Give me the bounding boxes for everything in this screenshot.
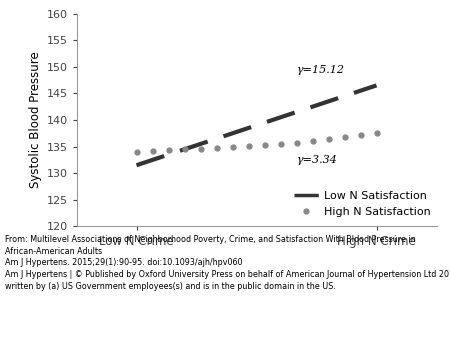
Legend: Low N Satisfaction, High N Satisfaction: Low N Satisfaction, High N Satisfaction xyxy=(294,191,431,217)
Text: From: Multilevel Associations of Neighborhood Poverty, Crime, and Satisfaction W: From: Multilevel Associations of Neighbo… xyxy=(5,235,450,291)
Text: γ=15.12: γ=15.12 xyxy=(297,65,345,75)
Y-axis label: Systolic Blood Pressure: Systolic Blood Pressure xyxy=(29,52,42,188)
Text: γ=3.34: γ=3.34 xyxy=(297,154,338,165)
